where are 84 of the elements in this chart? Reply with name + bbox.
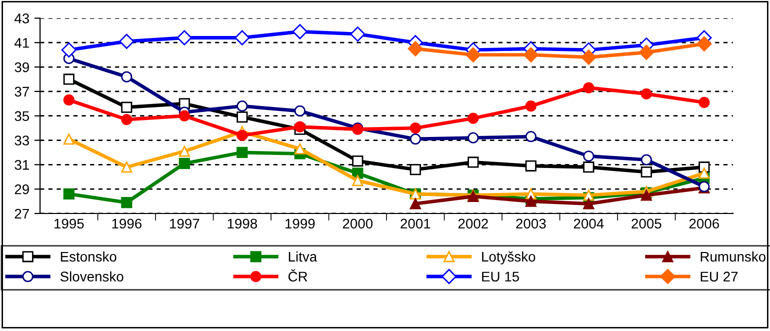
point [410,164,421,176]
x-tick-label: 2003 [516,218,546,229]
point [640,190,652,201]
point [236,130,248,141]
y-tick-label: 41 [14,38,29,48]
point [410,198,421,210]
point [121,196,132,208]
legend-label: Lotyšsko [482,251,536,264]
y-tick-label: 43 [14,14,30,24]
x-tick-label: 2005 [632,218,662,229]
point [525,131,536,142]
point [236,112,248,123]
y-tick-label: 35 [14,111,30,122]
point [468,156,479,168]
point [63,94,74,106]
point [583,82,594,94]
point [63,188,74,200]
point [583,162,594,173]
point [236,100,248,112]
point [583,150,594,162]
point [121,162,132,173]
x-tick-label: 2002 [458,218,488,229]
point [640,154,652,166]
y-tick-label: 31 [14,160,29,170]
x-tick-label: 1999 [286,218,315,229]
legend-label: EU 27 [700,272,738,282]
point [63,74,74,85]
point [583,190,594,201]
point [523,47,538,62]
x-tick-label: 1996 [112,218,142,229]
point [350,26,366,42]
point [698,96,710,108]
legend-label: Slovensko [60,271,124,282]
x-tick-label: 2000 [342,218,373,229]
point [525,196,536,207]
point [294,105,306,117]
point [178,158,190,170]
x-tick-label: 1995 [54,218,84,229]
point [408,41,423,56]
legend-label: Estonsko [60,251,116,262]
point [466,47,481,62]
point [525,160,536,172]
y-tick-label: 27 [14,208,29,219]
point [121,114,132,126]
x-tick-label: 1998 [228,218,258,229]
point [581,50,596,65]
legend-label: Rumunsko [700,251,766,262]
point [63,133,74,145]
point [525,100,536,112]
point [119,34,134,49]
y-tick-label: 29 [14,184,29,194]
point [696,36,712,52]
legend-label: EU 15 [482,272,520,282]
point [294,121,306,132]
point [640,166,652,178]
point [178,146,190,157]
point [468,132,479,144]
point [698,168,710,179]
point [292,24,308,40]
point [352,155,364,167]
x-tick-label: 2004 [574,218,604,229]
legend-label: Litva [288,251,318,262]
x-tick-label: 2001 [400,218,430,229]
point [234,30,250,46]
point [468,112,479,124]
point [294,143,306,154]
point [61,42,76,58]
point [583,198,594,210]
point [176,30,192,46]
legend-label: ČR [288,269,308,282]
point [410,122,421,134]
point [178,110,190,122]
point [352,174,364,186]
point [410,133,421,145]
point [236,146,248,158]
x-tick-label: 1997 [170,218,200,229]
x-tick-label: 2006 [689,218,720,229]
y-tick-label: 37 [14,86,29,97]
point [121,71,132,82]
point [638,44,654,60]
point [640,88,652,100]
y-tick-label: 33 [14,136,30,146]
y-tick-label: 39 [14,62,29,72]
point [121,102,132,113]
